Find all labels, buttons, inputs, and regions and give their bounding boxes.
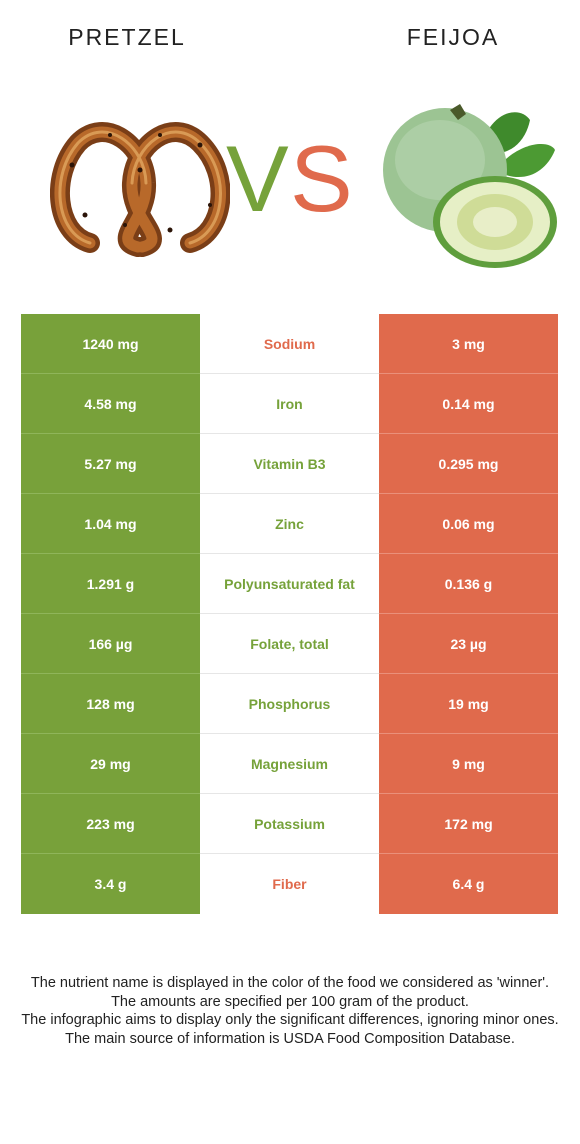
nutrient-name: Vitamin B3 — [200, 434, 379, 494]
nutrient-name: Iron — [200, 374, 379, 434]
right-value: 0.136 g — [379, 554, 558, 614]
right-value: 3 mg — [379, 314, 558, 374]
vs-letter-s: S — [290, 126, 353, 231]
right-value: 0.06 mg — [379, 494, 558, 554]
right-value: 172 mg — [379, 794, 558, 854]
right-value: 6.4 g — [379, 854, 558, 914]
table-row: 1.04 mg Zinc 0.06 mg — [21, 494, 558, 554]
footer-line: The amounts are specified per 100 gram o… — [111, 993, 469, 1010]
left-food-title: PRETZEL — [68, 24, 186, 50]
left-value: 4.58 mg — [21, 374, 200, 434]
nutrient-name: Magnesium — [200, 734, 379, 794]
left-value: 128 mg — [21, 674, 200, 734]
left-value: 3.4 g — [21, 854, 200, 914]
table-row: 166 µg Folate, total 23 µg — [21, 614, 558, 674]
nutrient-name: Potassium — [200, 794, 379, 854]
footer-notes: The nutrient name is displayed in the co… — [15, 974, 565, 1048]
footer-line: The nutrient name is displayed in the co… — [30, 975, 550, 991]
table-row: 4.58 mg Iron 0.14 mg — [21, 374, 558, 434]
left-value: 1.04 mg — [21, 494, 200, 554]
nutrient-name: Polyunsaturated fat — [200, 554, 379, 614]
left-value: 29 mg — [21, 734, 200, 794]
footer-line: The infographic aims to display only the… — [21, 1012, 559, 1028]
vs-letter-v: V — [226, 126, 289, 231]
table-row: 223 mg Potassium 172 mg — [21, 794, 558, 854]
nutrient-name: Folate, total — [200, 614, 379, 674]
table-row: 1.291 g Polyunsaturated fat 0.136 g — [21, 554, 558, 614]
right-value: 0.295 mg — [379, 434, 558, 494]
table-row: 5.27 mg Vitamin B3 0.295 mg — [21, 434, 558, 494]
left-value: 1240 mg — [21, 314, 200, 374]
table-row: 29 mg Magnesium 9 mg — [21, 734, 558, 794]
table-row: 128 mg Phosphorus 19 mg — [21, 674, 558, 734]
right-value: 19 mg — [379, 674, 558, 734]
left-value: 5.27 mg — [21, 434, 200, 494]
nutrient-name: Phosphorus — [200, 674, 379, 734]
nutrient-name: Fiber — [200, 854, 379, 914]
left-value: 166 µg — [21, 614, 200, 674]
feijoa-image — [383, 104, 557, 268]
left-value: 223 mg — [21, 794, 200, 854]
table-row: 3.4 g Fiber 6.4 g — [21, 854, 558, 914]
left-value: 1.291 g — [21, 554, 200, 614]
right-food-title: FEIJOA — [406, 24, 500, 50]
nutrient-name: Zinc — [200, 494, 379, 554]
pretzel-image — [50, 122, 230, 257]
right-value: 9 mg — [379, 734, 558, 794]
right-value: 23 µg — [379, 614, 558, 674]
footer-line: The main source of information is USDA F… — [65, 1030, 515, 1047]
nutrient-table: 1240 mg Sodium 3 mg 4.58 mg Iron 0.14 mg 5.27 … — [21, 314, 558, 914]
nutrient-name: Sodium — [200, 314, 379, 374]
table-row: 1240 mg Sodium 3 mg — [21, 314, 558, 374]
right-value: 0.14 mg — [379, 374, 558, 434]
